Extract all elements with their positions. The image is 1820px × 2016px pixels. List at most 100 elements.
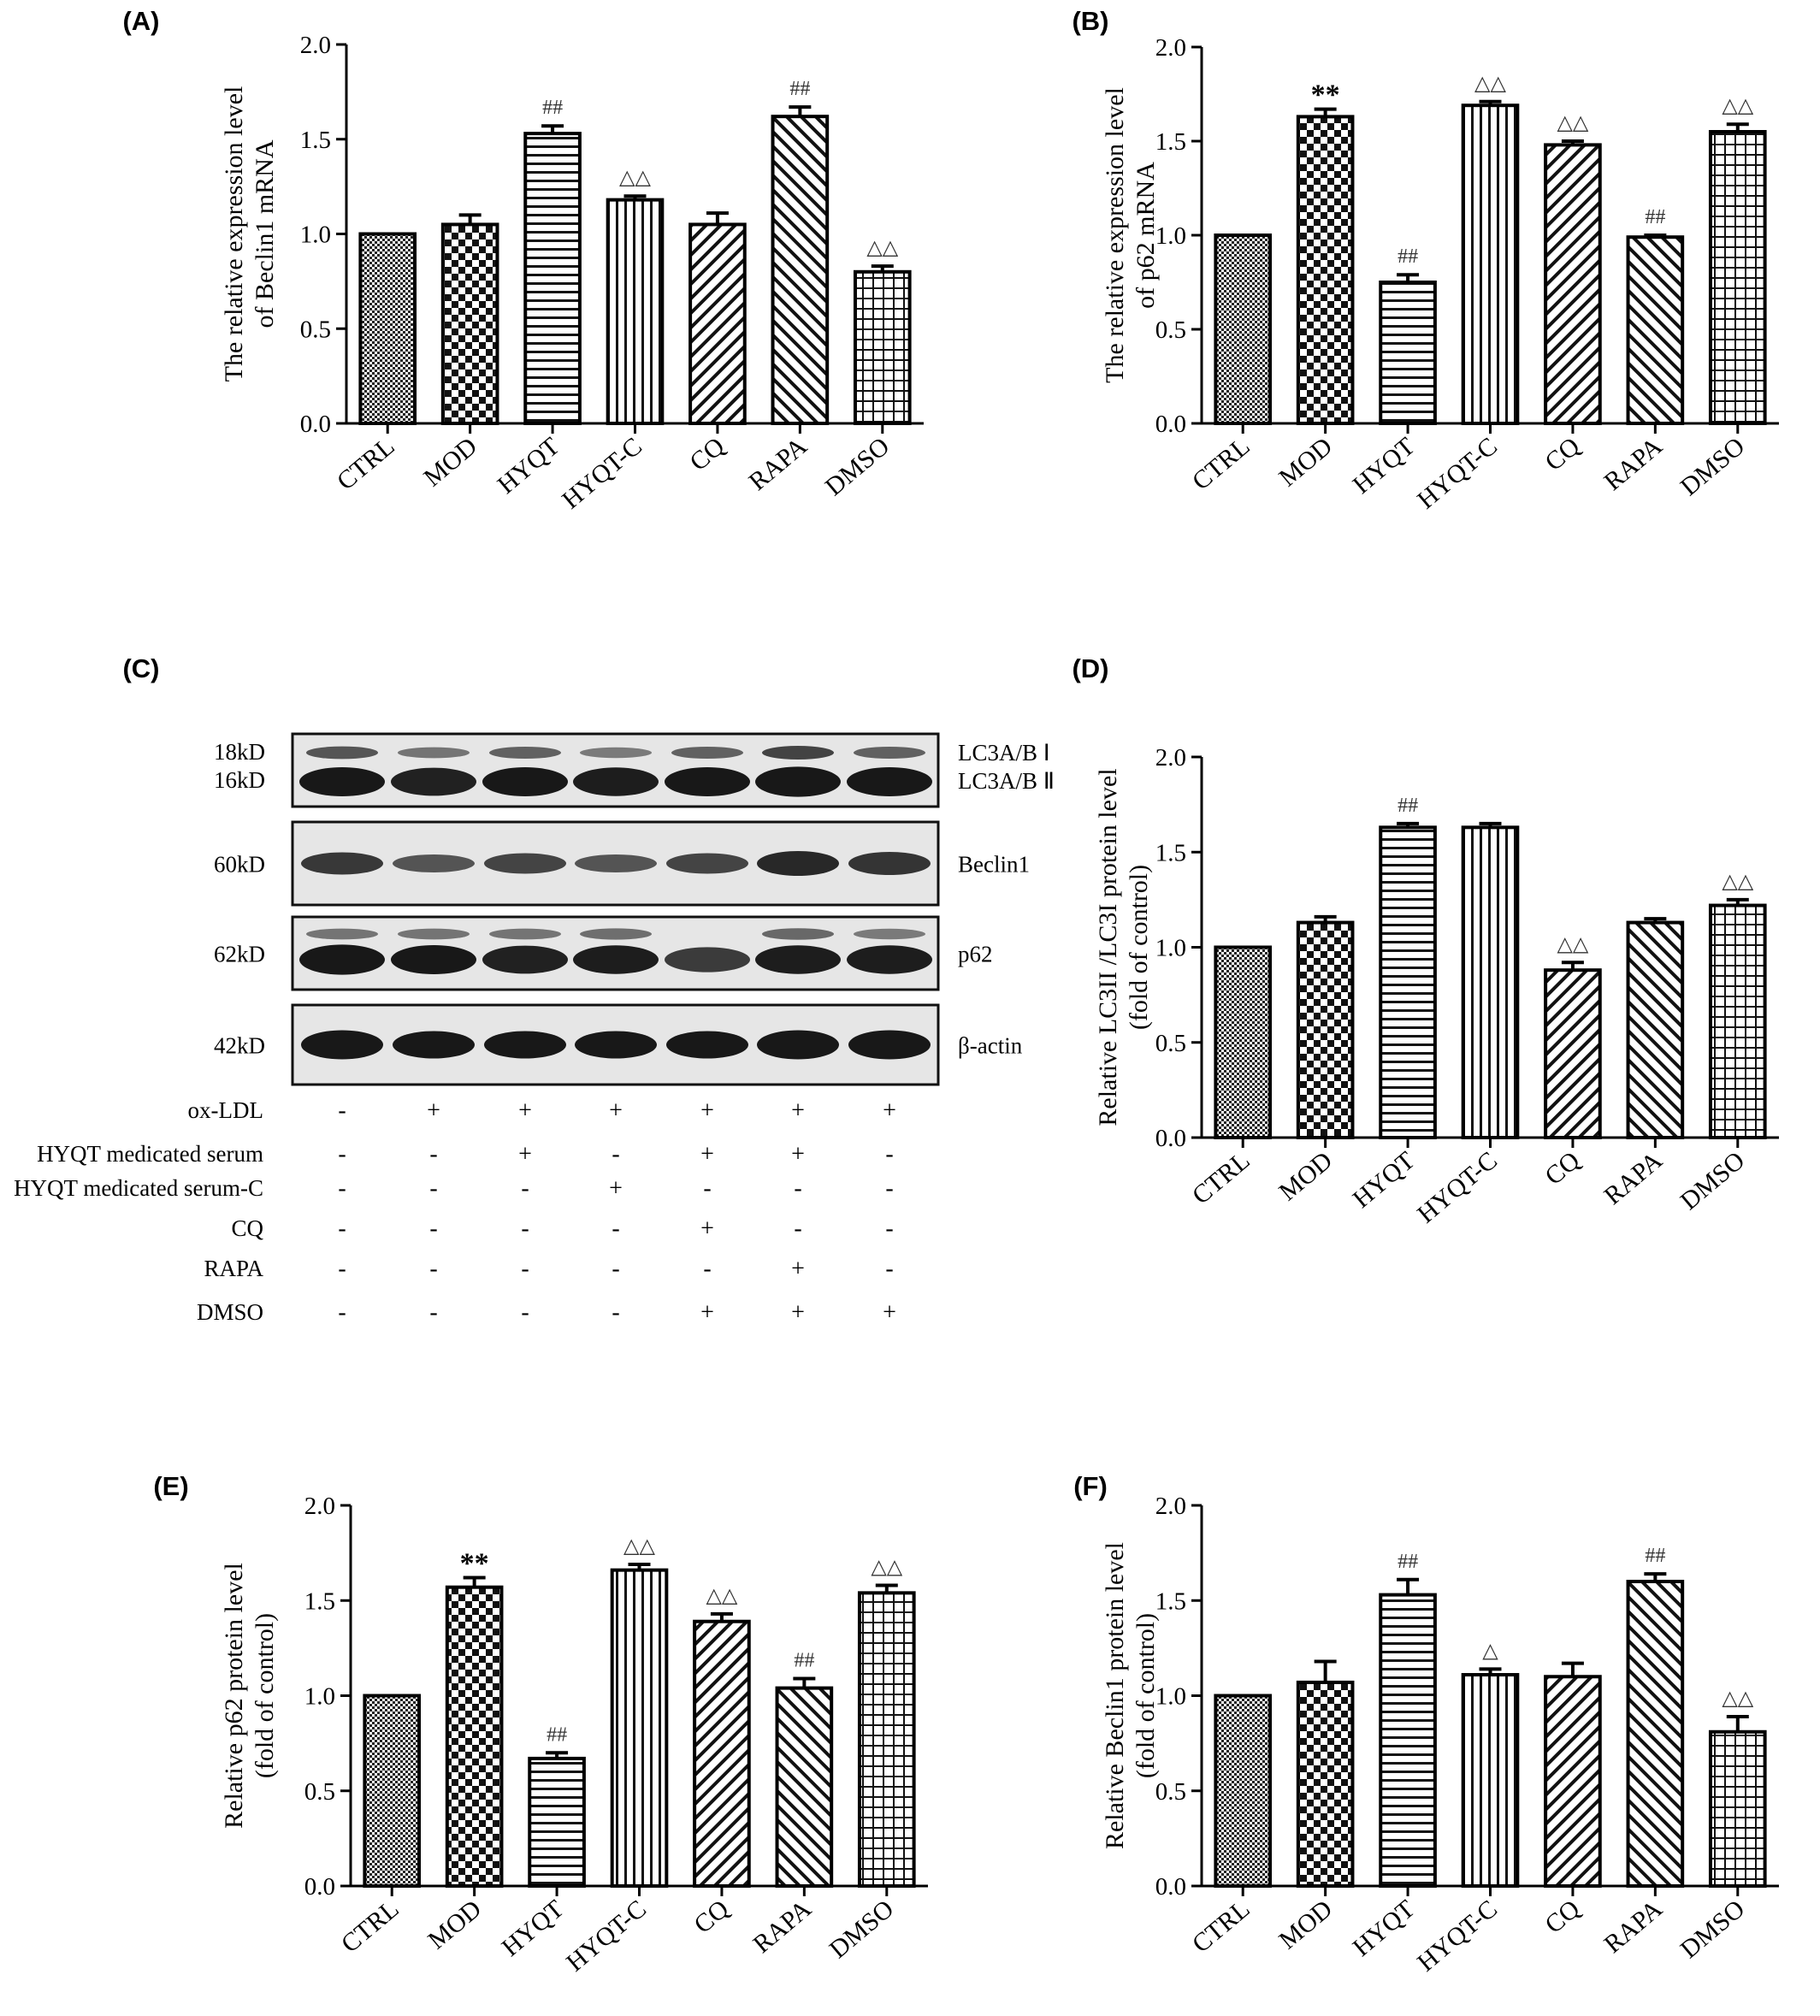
significance-mark: ** [1311, 80, 1340, 111]
protein-label: Beclin1 [958, 852, 1030, 878]
blot-row-3: 62kD p62 [214, 915, 993, 991]
bar-cq [693, 1619, 751, 1888]
blot-band [299, 767, 385, 796]
bar-hyqt [1379, 1593, 1437, 1888]
blot-band [762, 746, 834, 760]
x-tick-label: CQ [1539, 1146, 1585, 1191]
bar-rapa [1626, 235, 1685, 426]
blot-band [666, 1031, 748, 1059]
bar-cq [1544, 1675, 1602, 1888]
treatment-mark: - [338, 1097, 346, 1124]
treatment-mark: - [338, 1215, 346, 1242]
x-tick-label: CTRL [1187, 1895, 1256, 1959]
blot-band [854, 747, 925, 759]
blot-row-2: 60kD Beclin1 [214, 820, 1030, 907]
bar-mod [445, 1585, 504, 1889]
bar-cq [1544, 143, 1602, 425]
treatment-mark: - [429, 1175, 437, 1202]
significance-mark: △△ [623, 1535, 655, 1558]
blot-band [665, 767, 750, 796]
bar-dmso [857, 1591, 916, 1888]
treatment-mark: + [700, 1097, 714, 1124]
blot-band [755, 945, 841, 974]
blot-band [398, 747, 470, 759]
x-tick-label: DMSO [820, 432, 895, 501]
bar-hyqt [523, 132, 582, 425]
x-tick-label: DMSO [1675, 432, 1751, 501]
y-tick-label: 1.5 [1155, 128, 1186, 156]
protein-label: LC3A/B Ⅰ [958, 740, 1050, 766]
treatment-label: ox-LDL [188, 1097, 263, 1123]
y-tick-label: 1.5 [1155, 839, 1186, 866]
protein-label: β-actin [958, 1033, 1023, 1059]
bar-mod [1296, 920, 1355, 1139]
x-tick-label: CQ [1539, 432, 1585, 476]
y-axis-label: Relative Beclin1 protein level [1101, 1542, 1129, 1849]
x-tick-label: RAPA [1598, 1146, 1668, 1210]
blot-band [484, 853, 566, 874]
treatment-mark: - [429, 1141, 437, 1168]
treatment-mark: - [794, 1175, 801, 1202]
bar-rapa [1626, 920, 1685, 1139]
y-axis-label: (fold of control) [1125, 865, 1153, 1030]
significance-mark: △△ [1722, 95, 1753, 117]
treatment-mark: - [521, 1299, 529, 1326]
molecular-weight-label: 18kD [214, 739, 265, 765]
panel-letter: (F) [1073, 1471, 1108, 1501]
y-tick-label: 0.5 [300, 316, 331, 343]
bar-rapa [771, 115, 830, 425]
x-tick-label: HYQT [1348, 432, 1421, 500]
blot-band [301, 852, 383, 875]
bar-cq [688, 222, 747, 425]
y-tick-label: 2.0 [304, 1493, 335, 1520]
treatment-mark: - [521, 1175, 529, 1202]
x-tick-label: HYQT-C [1412, 1895, 1503, 1977]
y-tick-label: 0.0 [300, 411, 331, 438]
blot-band [666, 853, 748, 874]
y-axis-label: (fold of control) [251, 1613, 279, 1778]
x-tick-label: RAPA [1598, 1895, 1668, 1959]
y-tick-label: 1.5 [300, 127, 331, 154]
y-tick-label: 0.0 [1155, 411, 1186, 438]
blot-band [847, 945, 932, 974]
treatment-mark: + [518, 1141, 532, 1168]
significance-mark: △ [1482, 1640, 1498, 1662]
protein-label: LC3A/B Ⅱ [958, 768, 1055, 794]
y-tick-label: 2.0 [1155, 1493, 1186, 1520]
bar-cq [1544, 968, 1602, 1139]
treatment-mark: + [700, 1141, 714, 1168]
x-tick-label: CQ [1539, 1895, 1585, 1939]
x-tick-label: MOD [422, 1895, 487, 1954]
bar-hyqt-c [1461, 825, 1520, 1139]
treatment-mark: + [609, 1175, 623, 1202]
bar-mod [1296, 115, 1355, 425]
y-tick-label: 2.0 [300, 32, 331, 59]
blot-band [393, 854, 475, 872]
blot-band [306, 928, 378, 940]
y-axis-label: The relative expression level [1101, 87, 1129, 383]
blot-row-4: 42kD β-actin [214, 1003, 1023, 1086]
bar-ctrl [1214, 1694, 1273, 1888]
bar-dmso [1708, 903, 1767, 1140]
bar-ctrl [1214, 945, 1273, 1139]
significance-mark: ** [460, 1548, 489, 1580]
significance-mark: △△ [1557, 933, 1588, 955]
treatment-row: CQ - - - - + - - [231, 1215, 893, 1242]
treatment-row: ox-LDL - + + + + + + [188, 1097, 896, 1124]
x-tick-label: CTRL [332, 432, 400, 496]
blot-band [393, 1031, 475, 1059]
treatment-mark: + [883, 1097, 896, 1124]
blot-band [757, 1030, 839, 1060]
treatment-label: HYQT medicated serum-C [14, 1175, 263, 1201]
bar-mod [440, 222, 499, 425]
bar-hyqt [1379, 825, 1437, 1139]
blot-band [489, 928, 561, 940]
significance-mark: ## [547, 1723, 567, 1746]
y-tick-label: 0.0 [1155, 1125, 1186, 1152]
x-tick-label: DMSO [824, 1895, 900, 1964]
x-tick-label: MOD [418, 432, 482, 492]
y-tick-label: 2.0 [1155, 744, 1186, 772]
treatment-mark: - [521, 1215, 529, 1242]
y-tick-label: 0.0 [304, 1873, 335, 1901]
panel-letter: (E) [153, 1471, 188, 1501]
